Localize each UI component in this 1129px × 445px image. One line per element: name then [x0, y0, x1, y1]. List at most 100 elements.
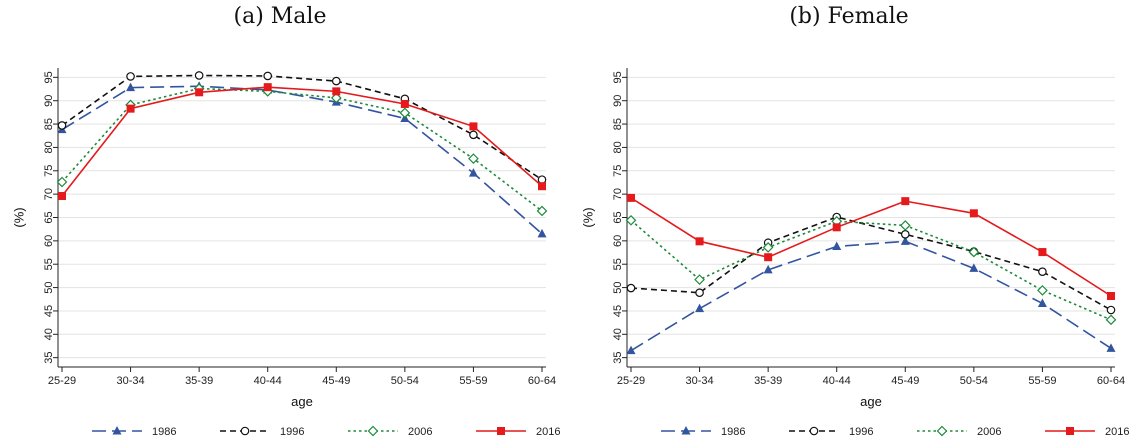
legend-label: 2016: [1105, 426, 1129, 438]
series-line-1986: [61, 85, 543, 235]
x-tick-label: 50-54: [391, 375, 419, 387]
y-tick-label: 40: [612, 328, 624, 340]
data-point-1996: [194, 71, 204, 80]
data-point-2006: [762, 242, 774, 253]
legend-marker-2006: [367, 425, 379, 437]
data-point-1986: [832, 241, 842, 250]
legend-marker-1986: [681, 426, 691, 435]
legend-label: 2006: [408, 426, 432, 438]
line-chart-male: 35 40 45 50 55 60 65 70 75 80 85 90 95 25-29 30-34 35-3…: [11, 68, 560, 438]
data-point-2006: [56, 176, 68, 188]
data-point-1986: [969, 263, 979, 272]
y-tick-label: 45: [43, 305, 55, 317]
data-point-2006: [536, 205, 548, 217]
data-point-2016: [332, 87, 341, 96]
x-tick-label: 60-64: [528, 375, 556, 387]
x-tick-label: 35-39: [185, 375, 213, 387]
data-point-1996: [1038, 267, 1047, 276]
data-point-2006: [1037, 285, 1048, 296]
series-line-2016: [630, 197, 1112, 297]
data-point-2016: [126, 104, 135, 113]
data-point-2006: [968, 246, 980, 258]
data-point-1996: [469, 130, 478, 140]
series-line-1986: [630, 240, 1112, 352]
y-axis-label: (%): [11, 207, 26, 227]
y-tick-label: 40: [43, 328, 55, 340]
x-tick-label: 35-39: [754, 375, 782, 387]
legend-item-1986: 1986: [92, 426, 176, 438]
y-tick-label: 65: [612, 211, 624, 223]
y-tick-label: 60: [612, 235, 624, 247]
data-point-1996: [1106, 305, 1116, 315]
y-tick-label: 75: [43, 165, 55, 177]
data-point-2016: [1107, 291, 1115, 300]
data-point-2016: [469, 122, 478, 131]
chart-panel-male: (a) Male 35 40 45 50 55 60 65 70 75 80 85 90 95 25-29…: [0, 0, 560, 445]
x-tick-label: 45-49: [322, 375, 350, 387]
data-point-1996: [331, 76, 341, 86]
data-point-2016: [58, 192, 66, 201]
data-point-1996: [263, 71, 273, 81]
legend-label: 1986: [152, 426, 176, 438]
data-point-1986: [126, 82, 136, 92]
data-point-1986: [695, 303, 705, 313]
data-point-2006: [468, 153, 479, 164]
y-tick-label: 75: [612, 165, 624, 177]
legend-item-2006: 2006: [348, 425, 432, 438]
y-tick-label: 35: [612, 352, 624, 364]
series-1986: [57, 81, 547, 238]
y-tick-label: 90: [43, 95, 55, 107]
legend-label: 1996: [849, 426, 873, 438]
data-point-2016: [832, 223, 841, 232]
y-tick-label: 50: [43, 281, 55, 293]
legend-label: 1986: [721, 426, 745, 438]
x-tick-label: 45-49: [891, 375, 919, 387]
data-point-1996: [57, 121, 67, 130]
data-point-2006: [899, 220, 911, 231]
y-tick-label: 80: [612, 141, 624, 153]
x-tick-label: 30-34: [686, 375, 714, 387]
y-tick-label: 95: [612, 71, 624, 83]
series-line-1996: [61, 74, 543, 181]
data-point-2016: [1038, 248, 1047, 257]
y-tick-label: 70: [43, 188, 55, 200]
data-point-2006: [1105, 314, 1117, 326]
data-point-1986: [626, 345, 636, 355]
chart-title: (b) Female: [789, 4, 909, 29]
data-point-2016: [901, 197, 910, 206]
series-1996: [626, 212, 1116, 315]
data-point-2016: [695, 237, 704, 246]
legend-label: 2016: [536, 426, 560, 438]
y-tick-label: 55: [43, 258, 55, 270]
legend-item-1996: 1996: [220, 426, 304, 438]
data-point-2016: [400, 99, 409, 108]
data-point-2016: [195, 88, 204, 97]
x-tick-label: 40-44: [254, 375, 282, 387]
series-2016: [627, 193, 1115, 300]
y-tick-label: 85: [43, 118, 55, 130]
gridlines: [627, 76, 1115, 359]
legend-marker-1996: [809, 426, 819, 436]
data-point-2006: [330, 92, 342, 104]
series-1986: [626, 236, 1116, 355]
chart-panel-female: (b) Female 35 40 45 50 55 60 65 70 75 80 85 90 95 25-…: [569, 0, 1129, 445]
data-point-1986: [1037, 298, 1047, 307]
data-point-1986: [763, 264, 773, 274]
legend-item-2006: 2006: [917, 425, 1001, 438]
legend-item-1996: 1996: [789, 426, 873, 438]
series-line-2016: [61, 86, 543, 197]
legend-marker-2016: [497, 427, 505, 435]
y-axis-label: (%): [580, 207, 595, 227]
x-axis-label: age: [291, 394, 313, 409]
y-tick-label: 50: [612, 281, 624, 293]
x-tick-label: 30-34: [117, 375, 145, 387]
data-point-1996: [626, 283, 636, 293]
data-point-1996: [900, 230, 910, 239]
gridlines: [58, 76, 546, 359]
x-tick-label: 50-54: [960, 375, 988, 387]
data-point-2016: [764, 253, 773, 262]
y-tick-label: 85: [612, 118, 624, 130]
series-2006: [56, 83, 548, 217]
data-point-2006: [399, 107, 411, 119]
data-point-1996: [126, 72, 135, 81]
